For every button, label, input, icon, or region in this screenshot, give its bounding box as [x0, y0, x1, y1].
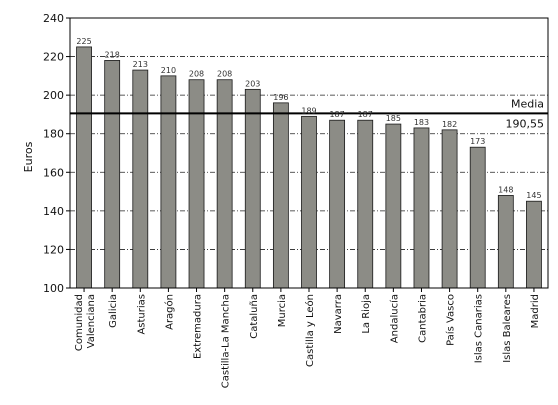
y-tick-label: 160 [43, 166, 64, 179]
mean-label: Media [511, 97, 544, 110]
bar-10 [329, 119, 346, 289]
bar-12 [385, 123, 402, 289]
x-category-label: Aragón [163, 294, 175, 330]
x-category-label: Extremadura [193, 294, 204, 359]
bar-7 [244, 88, 261, 289]
y-tick-label: 140 [43, 205, 64, 218]
bar-13 [413, 127, 430, 289]
data-label: 185 [386, 114, 401, 123]
x-category-label: Navarra [333, 294, 344, 334]
data-label: 208 [217, 70, 232, 79]
bar-9 [301, 115, 317, 289]
x-category-label: Castilla-La Mancha [221, 294, 232, 388]
x-category-label: País Vasco [445, 294, 457, 346]
data-label: 148 [498, 185, 513, 194]
data-label: 210 [161, 66, 176, 75]
x-category-label: Cataluña [249, 294, 260, 339]
bar-5 [188, 79, 205, 289]
y-tick-label: 100 [43, 282, 64, 295]
bar-6 [216, 79, 233, 289]
data-label: 213 [133, 60, 148, 69]
bar-3 [132, 69, 149, 289]
x-category-label: Andalucía [388, 294, 400, 343]
bar-1 [76, 46, 92, 289]
x-category-label: Castilla y León [304, 294, 316, 367]
x-category-label: Cantabria [417, 294, 428, 343]
x-category-label: Asturias [136, 294, 147, 335]
y-tick-label: 240 [43, 12, 64, 25]
data-label: 182 [442, 120, 457, 129]
data-label: 187 [358, 110, 373, 119]
data-label: 183 [414, 118, 429, 127]
bar-11 [357, 119, 374, 289]
x-category-label: La Rioja [361, 294, 372, 334]
data-label: 196 [273, 93, 288, 102]
data-label: 208 [189, 70, 204, 79]
reference-line-group: Media 190,55 [70, 97, 548, 130]
x-category-label: Madrid [530, 294, 541, 328]
data-label: 173 [470, 137, 485, 146]
bar-15 [469, 146, 486, 289]
data-labels: 225 218 213 210 208 208 203 196 189 187 187 185 183 1… [76, 37, 541, 200]
x-axis-categories: Comunidad Valenciana Galicia Asturias Aragón… [74, 288, 541, 388]
x-category-label: Valenciana [86, 294, 97, 348]
data-label: 225 [76, 37, 91, 46]
x-category-label: Galicia [108, 294, 119, 328]
bar-14 [441, 129, 458, 289]
data-label: 187 [329, 110, 344, 119]
y-tick-label: 180 [43, 128, 64, 141]
data-label: 145 [526, 191, 541, 200]
bars [76, 46, 542, 289]
bar-2 [104, 60, 121, 289]
x-category-label: Murcia [277, 294, 288, 327]
bar-17 [526, 200, 542, 289]
x-category-label: Comunidad [74, 294, 85, 351]
x-category-label: Islas Canarias [474, 294, 485, 363]
data-label: 218 [105, 50, 120, 59]
y-axis-ticks: 100 120 140 160 180 200 220 240 [43, 12, 70, 295]
bar-4 [160, 75, 177, 289]
data-label: 189 [301, 106, 316, 115]
mean-value-label: 190,55 [506, 117, 545, 130]
y-axis-title: Euros [22, 141, 35, 172]
bar-16 [497, 195, 514, 289]
bar-8 [272, 102, 289, 289]
y-tick-label: 220 [43, 51, 64, 64]
x-category-label: Islas Baleares [502, 294, 513, 363]
data-label: 203 [245, 79, 260, 88]
y-tick-label: 200 [43, 89, 64, 102]
y-tick-label: 120 [43, 243, 64, 256]
